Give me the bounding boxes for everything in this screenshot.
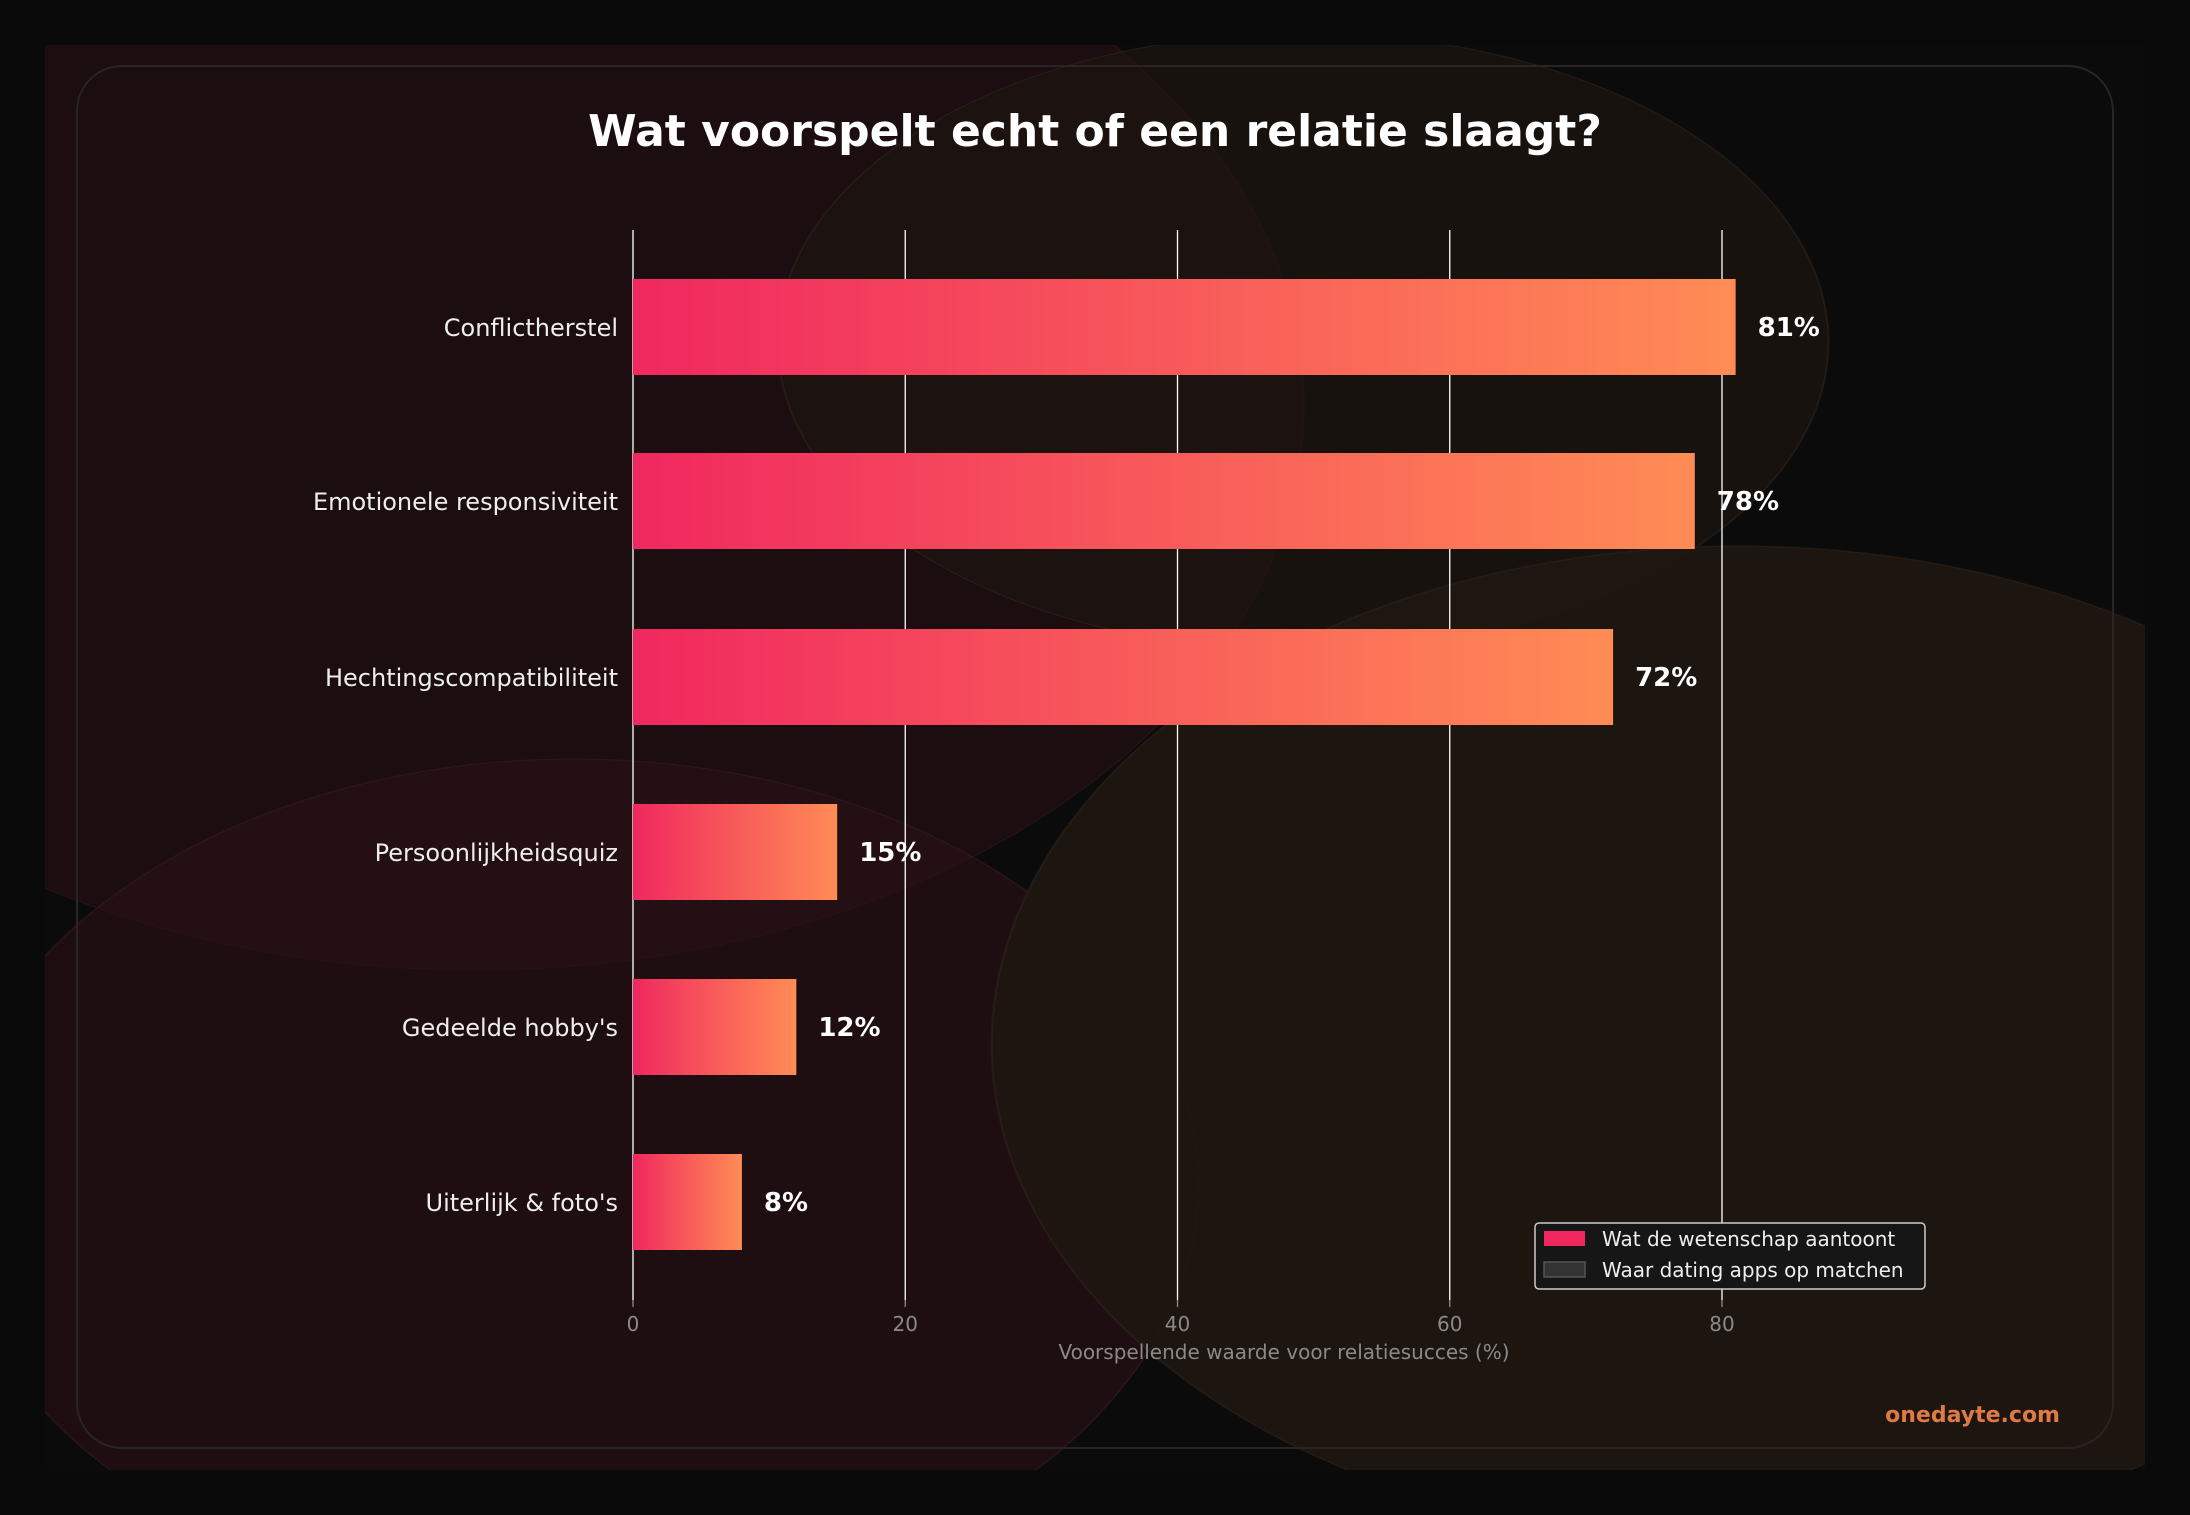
bar xyxy=(633,979,797,1075)
category-label: Uiterlijk & foto's xyxy=(426,1189,618,1217)
x-axis-label: Voorspellende waarde voor relatiesucces … xyxy=(1058,1340,1509,1364)
x-tick-label: 40 xyxy=(1165,1312,1190,1336)
value-label: 8% xyxy=(764,1188,808,1218)
bar xyxy=(633,804,838,900)
bar xyxy=(633,453,1695,549)
value-label: 15% xyxy=(859,838,921,868)
value-label: 78% xyxy=(1717,487,1779,517)
value-label: 81% xyxy=(1758,313,1820,343)
value-label: 72% xyxy=(1635,663,1697,693)
x-tick-label: 20 xyxy=(893,1312,918,1336)
category-label: Emotionele responsiviteit xyxy=(313,488,618,516)
category-label: Gedeelde hobby's xyxy=(402,1014,618,1042)
legend-label-science: Wat de wetenschap aantoont xyxy=(1602,1227,1895,1251)
x-tick-label: 0 xyxy=(627,1312,640,1336)
bar xyxy=(633,279,1736,375)
bar xyxy=(633,1154,742,1250)
legend-label-apps: Waar dating apps op matchen xyxy=(1602,1258,1904,1282)
legend: Wat de wetenschap aantoont Waar dating a… xyxy=(1534,1222,1926,1290)
category-label: Persoonlijkheidsquiz xyxy=(375,839,618,867)
category-label: Conflictherstel xyxy=(444,314,618,342)
legend-swatch-science xyxy=(1544,1231,1585,1246)
x-tick-label: 80 xyxy=(1709,1312,1734,1336)
x-tick-label: 60 xyxy=(1437,1312,1462,1336)
value-label: 12% xyxy=(818,1013,880,1043)
category-label: Hechtingscompatibiliteit xyxy=(325,664,618,692)
bar xyxy=(633,629,1614,725)
chart-title: Wat voorspelt echt of een relatie slaagt… xyxy=(588,106,1602,157)
watermark: onedayte.com xyxy=(1885,1403,2060,1428)
legend-swatch-apps xyxy=(1543,1261,1586,1278)
